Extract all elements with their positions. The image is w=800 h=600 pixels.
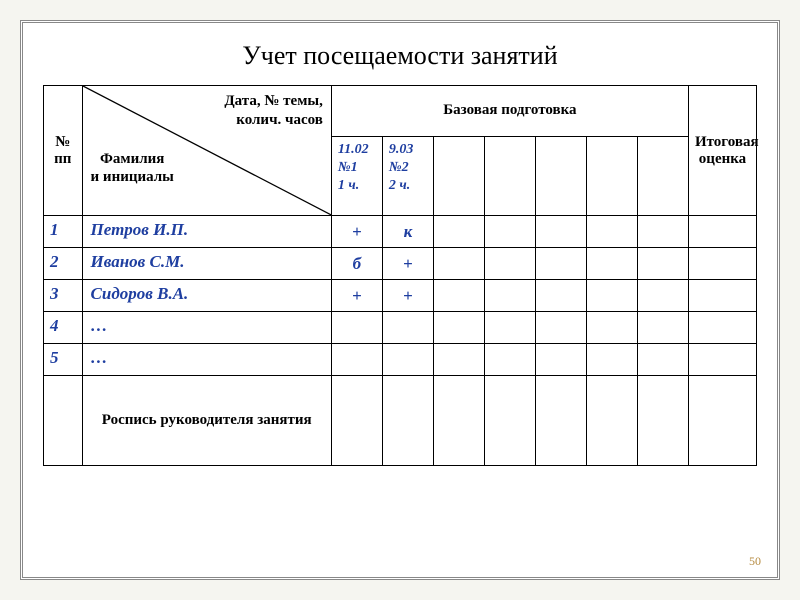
- attendance-table: № пп Дата, № темы,колич. часов Фамилия и…: [43, 85, 757, 466]
- date-col-2: [433, 136, 484, 215]
- mark-cell: [637, 344, 688, 376]
- mark-cell: [433, 280, 484, 312]
- mark-cell: [586, 344, 637, 376]
- sig-cell: [433, 376, 484, 466]
- sig-cell: [586, 376, 637, 466]
- mark-cell: [637, 248, 688, 280]
- row-name: Петров И.П.: [82, 216, 331, 248]
- table-row: 3 Сидоров В.А. + +: [44, 280, 757, 312]
- row-name: Иванов С.М.: [82, 248, 331, 280]
- signature-label: Роспись руководителя занятия: [82, 376, 331, 466]
- mark-cell: [535, 280, 586, 312]
- mark-cell: +: [331, 280, 382, 312]
- mark-cell: [586, 280, 637, 312]
- sig-cell: [382, 376, 433, 466]
- mark-cell: [484, 280, 535, 312]
- mark-cell: [586, 312, 637, 344]
- hdr-diag-bot: Фамилия и инициалы: [91, 150, 174, 188]
- date-col-6: [637, 136, 688, 215]
- table-row: 5 …: [44, 344, 757, 376]
- hdr-num: № пп: [44, 86, 83, 216]
- final-cell: [688, 216, 756, 248]
- row-num: 1: [44, 216, 83, 248]
- date-col-4: [535, 136, 586, 215]
- mark-cell: +: [331, 216, 382, 248]
- mark-cell: б: [331, 248, 382, 280]
- sig-cell: [688, 376, 756, 466]
- sig-cell: [637, 376, 688, 466]
- mark-cell: к: [382, 216, 433, 248]
- hdr-diag-top: Дата, № темы,колич. часов: [224, 92, 323, 130]
- mark-cell: [637, 312, 688, 344]
- mark-cell: [433, 344, 484, 376]
- row-num: 3: [44, 280, 83, 312]
- mark-cell: [433, 312, 484, 344]
- row-name: Сидоров В.А.: [82, 280, 331, 312]
- mark-cell: [535, 312, 586, 344]
- mark-cell: [535, 248, 586, 280]
- final-cell: [688, 312, 756, 344]
- final-cell: [688, 280, 756, 312]
- sig-empty: [44, 376, 83, 466]
- mark-cell: [484, 344, 535, 376]
- mark-cell: [535, 344, 586, 376]
- date-col-5: [586, 136, 637, 215]
- mark-cell: [586, 216, 637, 248]
- mark-cell: [382, 344, 433, 376]
- mark-cell: [484, 248, 535, 280]
- mark-cell: [331, 312, 382, 344]
- hdr-diagonal: Дата, № темы,колич. часов Фамилия и иниц…: [82, 86, 331, 216]
- table-row: 4 …: [44, 312, 757, 344]
- date-col-0: 11.02 №1 1 ч.: [331, 136, 382, 215]
- page-title: Учет посещаемости занятий: [43, 41, 757, 71]
- mark-cell: [331, 344, 382, 376]
- mark-cell: [535, 216, 586, 248]
- mark-cell: [382, 312, 433, 344]
- mark-cell: [586, 248, 637, 280]
- page-number: 50: [749, 554, 761, 569]
- sig-cell: [484, 376, 535, 466]
- mark-cell: +: [382, 280, 433, 312]
- page-frame: Учет посещаемости занятий № пп Дата, № т…: [20, 20, 780, 580]
- signature-row: Роспись руководителя занятия: [44, 376, 757, 466]
- sig-cell: [535, 376, 586, 466]
- mark-cell: [637, 280, 688, 312]
- hdr-final: Итоговая оценка: [688, 86, 756, 216]
- mark-cell: [433, 248, 484, 280]
- row-num: 4: [44, 312, 83, 344]
- date-col-1: 9.03 №2 2 ч.: [382, 136, 433, 215]
- row-name: …: [82, 312, 331, 344]
- mark-cell: +: [382, 248, 433, 280]
- table-row: 1 Петров И.П. + к: [44, 216, 757, 248]
- mark-cell: [484, 312, 535, 344]
- mark-cell: [433, 216, 484, 248]
- sig-cell: [331, 376, 382, 466]
- final-cell: [688, 248, 756, 280]
- hdr-base: Базовая подготовка: [331, 86, 688, 137]
- mark-cell: [637, 216, 688, 248]
- table-row: 2 Иванов С.М. б +: [44, 248, 757, 280]
- header-row-1: № пп Дата, № темы,колич. часов Фамилия и…: [44, 86, 757, 137]
- row-name: …: [82, 344, 331, 376]
- row-num: 5: [44, 344, 83, 376]
- mark-cell: [484, 216, 535, 248]
- row-num: 2: [44, 248, 83, 280]
- final-cell: [688, 344, 756, 376]
- date-col-3: [484, 136, 535, 215]
